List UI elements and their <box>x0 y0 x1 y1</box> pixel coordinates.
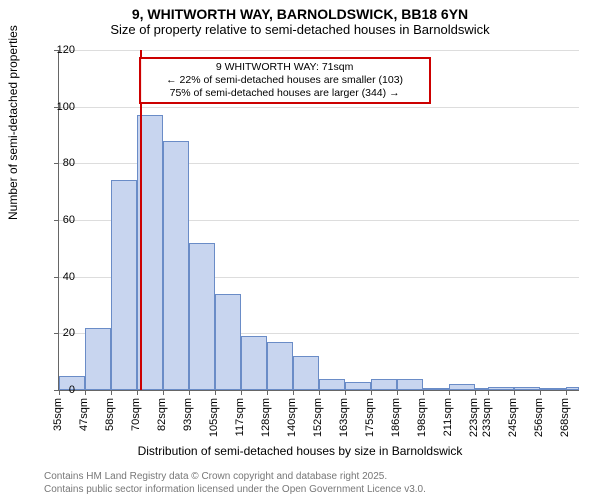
histogram-bar <box>319 379 345 390</box>
xtick-mark <box>85 390 86 395</box>
histogram-bar <box>293 356 319 390</box>
xtick-mark <box>514 390 515 395</box>
histogram-bar <box>111 180 137 390</box>
histogram-bar <box>345 382 371 391</box>
xtick-mark <box>163 390 164 395</box>
xtick-label: 117sqm <box>234 398 246 436</box>
callout-line: 75% of semi-detached houses are larger (… <box>145 87 425 100</box>
xtick-mark <box>241 390 242 395</box>
xtick-label: 70sqm <box>130 398 142 431</box>
xtick-label: 233sqm <box>481 398 493 437</box>
chart-title-block: 9, WHITWORTH WAY, BARNOLDSWICK, BB18 6YN… <box>0 0 600 37</box>
xtick-mark <box>475 390 476 395</box>
gridline <box>59 107 579 108</box>
gridline <box>59 50 579 51</box>
xtick-mark <box>371 390 372 395</box>
ytick-label: 100 <box>45 101 75 113</box>
xtick-label: 105sqm <box>208 398 220 437</box>
histogram-bar <box>267 342 293 390</box>
xtick-mark <box>189 390 190 395</box>
xtick-mark <box>137 390 138 395</box>
ytick-label: 0 <box>45 384 75 396</box>
xtick-label: 82sqm <box>156 398 168 431</box>
footer-line2: Contains public sector information licen… <box>44 484 426 497</box>
chart-title-line1: 9, WHITWORTH WAY, BARNOLDSWICK, BB18 6YN <box>0 6 600 22</box>
ytick-label: 40 <box>45 271 75 283</box>
histogram-bar <box>475 388 488 390</box>
ytick-label: 120 <box>45 44 75 56</box>
xtick-label: 58sqm <box>104 398 116 431</box>
ytick-label: 20 <box>45 327 75 339</box>
histogram-bar <box>215 294 241 390</box>
histogram-bar <box>540 388 566 390</box>
xtick-mark <box>397 390 398 395</box>
xtick-label: 223sqm <box>468 398 480 437</box>
xtick-label: 140sqm <box>286 398 298 437</box>
xtick-mark <box>345 390 346 395</box>
xtick-label: 163sqm <box>338 398 350 437</box>
histogram-bar <box>189 243 215 390</box>
chart-title-line2: Size of property relative to semi-detach… <box>0 22 600 37</box>
histogram-bar <box>449 384 475 390</box>
xtick-label: 186sqm <box>390 398 402 437</box>
ytick-label: 60 <box>45 214 75 226</box>
histogram-bar <box>488 387 514 390</box>
footer-line1: Contains HM Land Registry data © Crown c… <box>44 471 426 484</box>
histogram-bar <box>397 379 423 390</box>
xtick-label: 268sqm <box>559 398 571 437</box>
xtick-mark <box>566 390 567 395</box>
xtick-label: 47sqm <box>78 398 90 431</box>
footer-attribution: Contains HM Land Registry data © Crown c… <box>44 471 426 496</box>
histogram-bar <box>241 336 267 390</box>
xtick-mark <box>449 390 450 395</box>
histogram-bar <box>423 388 449 390</box>
xtick-mark <box>293 390 294 395</box>
y-axis-label: Number of semi-detached properties <box>6 25 20 220</box>
histogram-bar <box>163 141 189 390</box>
histogram-bar <box>371 379 397 390</box>
xtick-label: 211sqm <box>442 398 454 436</box>
xtick-mark <box>488 390 489 395</box>
xtick-label: 93sqm <box>182 398 194 431</box>
callout-line: 9 WHITWORTH WAY: 71sqm <box>145 61 425 74</box>
callout-line: ← 22% of semi-detached houses are smalle… <box>145 74 425 87</box>
callout-box: 9 WHITWORTH WAY: 71sqm← 22% of semi-deta… <box>139 57 431 104</box>
ytick-label: 80 <box>45 157 75 169</box>
xtick-mark <box>319 390 320 395</box>
xtick-label: 256sqm <box>533 398 545 437</box>
xtick-label: 245sqm <box>507 398 519 437</box>
x-axis-label: Distribution of semi-detached houses by … <box>0 444 600 458</box>
xtick-mark <box>540 390 541 395</box>
histogram-bar <box>566 387 579 390</box>
xtick-mark <box>267 390 268 395</box>
xtick-mark <box>215 390 216 395</box>
xtick-label: 175sqm <box>364 398 376 437</box>
histogram-bar <box>514 387 540 390</box>
xtick-mark <box>111 390 112 395</box>
histogram-bar <box>85 328 111 390</box>
xtick-mark <box>423 390 424 395</box>
xtick-label: 152sqm <box>312 398 324 437</box>
xtick-label: 35sqm <box>52 398 64 431</box>
xtick-label: 128sqm <box>260 398 272 437</box>
xtick-label: 198sqm <box>416 398 428 437</box>
